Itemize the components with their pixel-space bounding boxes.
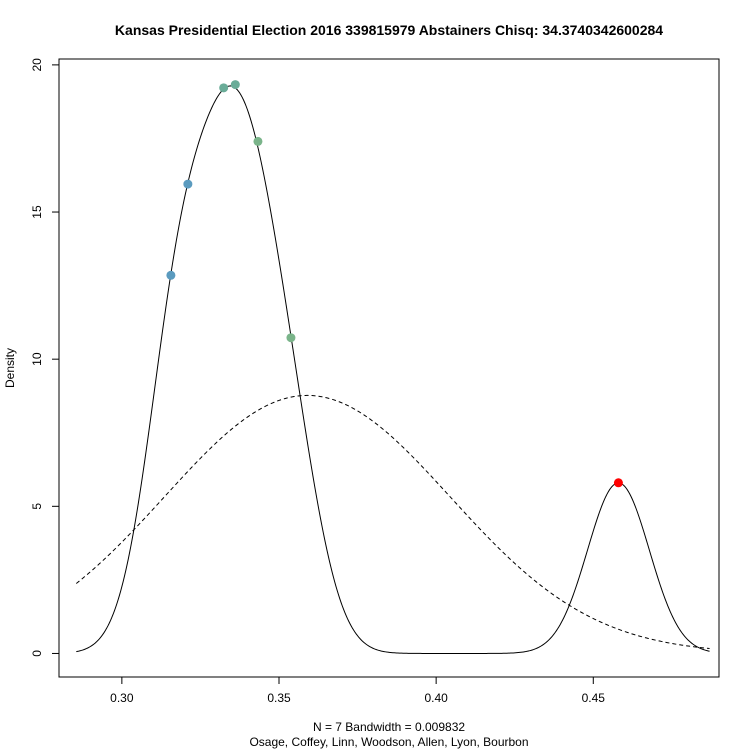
x-tick-label: 0.40 <box>424 691 448 705</box>
data-point <box>613 478 623 488</box>
y-tick-label: 10 <box>30 352 44 366</box>
y-tick-label: 15 <box>30 205 44 219</box>
data-points <box>166 80 623 488</box>
y-axis: 0 5 10 15 20 <box>30 58 60 657</box>
data-point <box>166 270 176 280</box>
plot-frame <box>58 58 720 678</box>
data-point <box>183 179 193 189</box>
y-axis-label: Density <box>3 348 17 388</box>
x-axis-label-line1: N = 7 Bandwidth = 0.009832 <box>313 720 465 734</box>
x-tick-label: 0.45 <box>582 691 606 705</box>
x-tick-label: 0.30 <box>110 691 134 705</box>
x-axis-label-line2: Osage, Coffey, Linn, Woodson, Allen, Lyo… <box>249 735 528 749</box>
data-point <box>230 80 240 90</box>
kde-density-curve <box>76 85 710 654</box>
y-tick-label: 0 <box>30 650 44 657</box>
x-tick-label: 0.35 <box>267 691 291 705</box>
data-point <box>253 136 263 146</box>
data-point <box>286 333 296 343</box>
y-tick-label: 5 <box>30 503 44 510</box>
normal-reference-curve <box>75 394 710 650</box>
data-point <box>219 83 229 93</box>
y-tick-label: 20 <box>30 58 44 72</box>
chart-title: Kansas Presidential Election 2016 339815… <box>115 22 663 38</box>
x-axis: 0.30 0.35 0.40 0.45 <box>110 676 606 705</box>
